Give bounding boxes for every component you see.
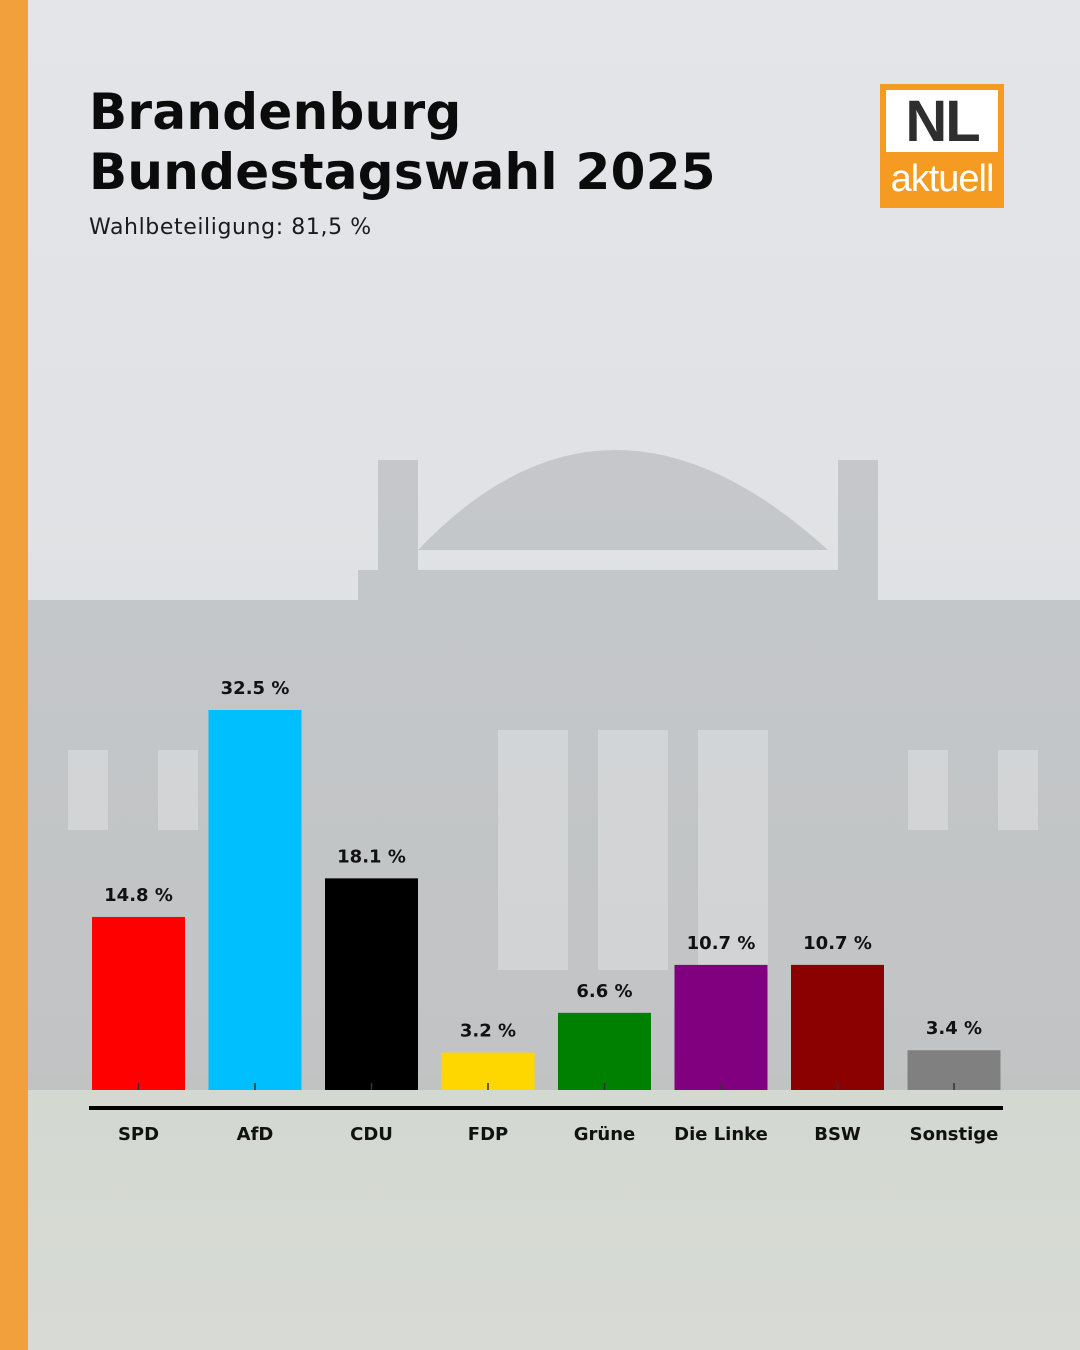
page-title: Brandenburg Bundestagswahl 2025	[89, 82, 716, 202]
category-label-cdu: CDU	[350, 1124, 393, 1145]
logo-text-aktuell: aktuell	[890, 157, 995, 200]
category-label-sonstige: Sonstige	[910, 1124, 999, 1145]
category-label-spd: SPD	[118, 1124, 159, 1145]
category-label-afd: AfD	[237, 1124, 274, 1145]
title-line-2: Bundestagswahl 2025	[89, 143, 716, 201]
data-label-cdu: 18.1 %	[337, 846, 406, 867]
bar-die-linke	[674, 964, 768, 1090]
bar-grüne	[558, 1012, 651, 1090]
data-label-fdp: 3.2 %	[460, 1021, 516, 1042]
data-label-die-linke: 10.7 %	[687, 933, 756, 954]
data-label-afd: 32.5 %	[221, 678, 290, 699]
data-label-sonstige: 3.4 %	[926, 1018, 982, 1039]
bar-spd	[92, 916, 185, 1090]
side-accent-stripe	[0, 0, 28, 1350]
category-label-die-linke: Die Linke	[674, 1124, 768, 1145]
data-label-grüne: 6.6 %	[576, 981, 632, 1002]
bar-afd	[208, 710, 302, 1090]
data-label-bsw: 10.7 %	[803, 933, 872, 954]
turnout-subtitle: Wahlbeteiligung: 81,5 %	[89, 215, 372, 240]
bar-bsw	[791, 964, 884, 1090]
category-label-grüne: Grüne	[574, 1124, 636, 1145]
background-lawn	[28, 1090, 1080, 1350]
category-label-fdp: FDP	[468, 1124, 508, 1145]
data-label-spd: 14.8 %	[104, 885, 173, 906]
category-label-bsw: BSW	[814, 1124, 861, 1145]
nl-aktuell-logo: NL aktuell	[880, 84, 1004, 208]
logo-text-nl: NL	[886, 89, 998, 154]
title-line-1: Brandenburg	[89, 83, 462, 141]
bar-cdu	[325, 878, 418, 1090]
background-reichstag-photo	[28, 450, 1080, 1100]
